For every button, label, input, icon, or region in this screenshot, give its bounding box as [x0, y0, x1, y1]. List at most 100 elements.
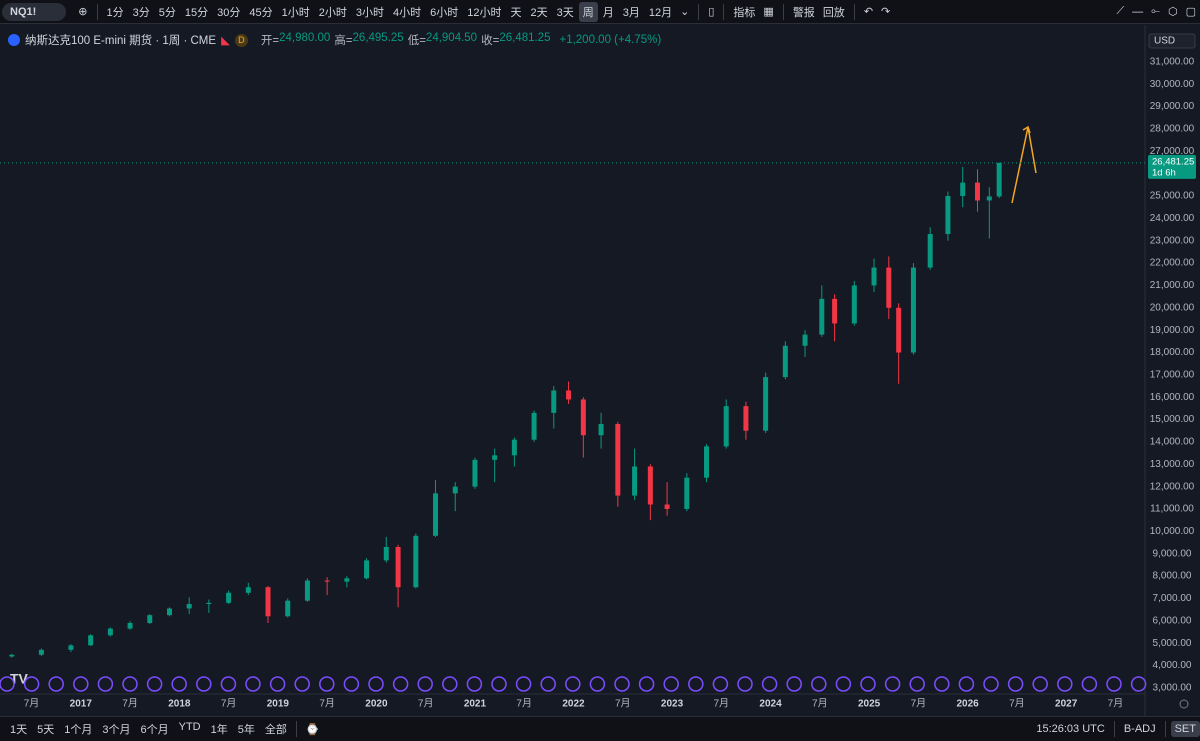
candle-body [265, 587, 271, 617]
y-tick-label: 23,000.00 [1150, 235, 1195, 246]
y-tick-label: 27,000.00 [1150, 146, 1195, 157]
event-marker [1081, 676, 1098, 692]
candle-body [433, 493, 439, 536]
interval[interactable]: 1小时 [281, 6, 310, 19]
interval[interactable]: 6小时 [430, 6, 459, 19]
event-marker [983, 676, 999, 692]
event-marker [48, 676, 64, 692]
shape[interactable]: ⬡ [1167, 6, 1178, 18]
candle-body [413, 535, 419, 588]
trend-line[interactable]: ⟋ [1116, 5, 1125, 17]
candle-body [285, 600, 291, 617]
interval[interactable]: 2小时 [318, 6, 347, 19]
interval[interactable]: 12小时 [467, 6, 502, 19]
range[interactable]: 5年 [237, 724, 255, 736]
h-ray[interactable]: ⟜ [1151, 5, 1160, 17]
replay[interactable]: 回放 [822, 6, 845, 19]
adjust[interactable]: B-ADJ [1123, 723, 1156, 735]
interval[interactable]: 45分 [249, 6, 273, 19]
candle-body [511, 439, 517, 456]
session[interactable]: SET [1170, 721, 1200, 737]
range[interactable]: YTD [178, 721, 201, 733]
candle-body [364, 560, 370, 579]
event-marker [269, 676, 286, 692]
h-line[interactable]: — [1132, 5, 1144, 18]
interval[interactable]: 周 [578, 1, 598, 22]
legend: 纳斯达克100 E-mini 期货 · 1周 · CME ◣ D 开= 24,98… [8, 32, 665, 48]
interval[interactable]: 天 [510, 6, 522, 19]
interval[interactable]: 12月 [648, 6, 673, 19]
event-marker [294, 676, 310, 692]
x-tick-label: 2020 [365, 699, 388, 710]
event-marker [638, 676, 655, 692]
event-marker [491, 676, 507, 692]
ranges: 1天 5天 1个月 3个月 6个月 YTD 1年 5年 全部 [6, 719, 291, 739]
range[interactable]: 全部 [264, 724, 287, 736]
event-marker [737, 676, 753, 692]
interval[interactable]: 30分 [217, 6, 241, 19]
candle-body [531, 412, 537, 440]
separator [782, 3, 784, 20]
interval[interactable]: 2天 [530, 6, 548, 19]
candle-body [974, 182, 980, 201]
candle-body [945, 196, 951, 235]
range[interactable]: 6个月 [140, 724, 169, 736]
candle-body [851, 285, 857, 324]
interval[interactable]: 15分 [184, 6, 209, 19]
separator [698, 3, 700, 20]
event-marker [761, 676, 778, 692]
candle-body [598, 424, 604, 436]
ohlc: 开= 24,980.00 高= 26,495.25 低= 24,904.50 收= 26,48… [261, 32, 555, 48]
event-marker [23, 676, 40, 692]
separator [853, 3, 855, 20]
y-tick-label: 16,000.00 [1150, 392, 1195, 403]
candle-body [896, 307, 902, 353]
redo[interactable]: ↷ [881, 6, 891, 18]
interval[interactable]: 3小时 [355, 6, 384, 19]
bottom-toolbar: 1天 5天 1个月 3个月 6个月 YTD 1年 5年 全部 ⌚ 15:26:03 UTC B-… [0, 716, 1200, 741]
candle-body [186, 603, 192, 609]
y-tick-label: 24,000.00 [1150, 213, 1195, 224]
range[interactable]: 5天 [37, 724, 55, 736]
event-marker [1032, 676, 1048, 692]
interval[interactable]: 3天 [556, 6, 574, 19]
alerts[interactable]: 警报 [792, 6, 815, 19]
symbol[interactable]: NQ1! [2, 2, 67, 21]
currency-box[interactable] [1148, 33, 1196, 49]
interval[interactable]: 5分 [158, 6, 176, 19]
y-tick-label: 5,000.00 [1153, 638, 1192, 649]
arrow-drawing [1011, 125, 1037, 204]
x-tick-label: 2027 [1055, 699, 1078, 710]
candle-body [910, 267, 916, 353]
x-tick-label: 7月 [516, 698, 532, 710]
interval[interactable]: 4小时 [393, 6, 422, 19]
candle-body [580, 399, 586, 436]
rect[interactable]: ▢ [1185, 6, 1196, 18]
event-marker [466, 676, 483, 692]
event-marker [196, 676, 212, 692]
interval[interactable]: 月 [602, 6, 614, 19]
event-marker [245, 676, 261, 692]
candle-body [664, 504, 670, 509]
chart-type[interactable]: ▯ [708, 6, 715, 18]
indicators[interactable]: 指标 [733, 6, 756, 19]
x-tick-label: 7月 [221, 698, 237, 710]
interval[interactable]: 1分 [106, 6, 124, 19]
settings-icon[interactable] [1179, 699, 1189, 709]
range[interactable]: 3个月 [102, 724, 131, 736]
event-marker [442, 676, 458, 692]
y-tick-label: 12,000.00 [1150, 481, 1195, 492]
interval-menu[interactable]: ⌄ [680, 6, 690, 18]
range[interactable]: 1年 [210, 724, 228, 736]
add-symbol[interactable]: ⊕ [78, 6, 88, 18]
candle-body [871, 267, 877, 286]
undo[interactable]: ↶ [863, 6, 874, 18]
interval[interactable]: 3分 [132, 6, 150, 19]
flag[interactable]: ◣ [221, 35, 230, 47]
range[interactable]: 1天 [10, 724, 28, 736]
interval[interactable]: 3月 [622, 6, 640, 19]
templates[interactable]: ▦ [763, 6, 774, 18]
date-range[interactable]: ⌚ [305, 723, 320, 736]
range[interactable]: 1个月 [64, 724, 93, 736]
